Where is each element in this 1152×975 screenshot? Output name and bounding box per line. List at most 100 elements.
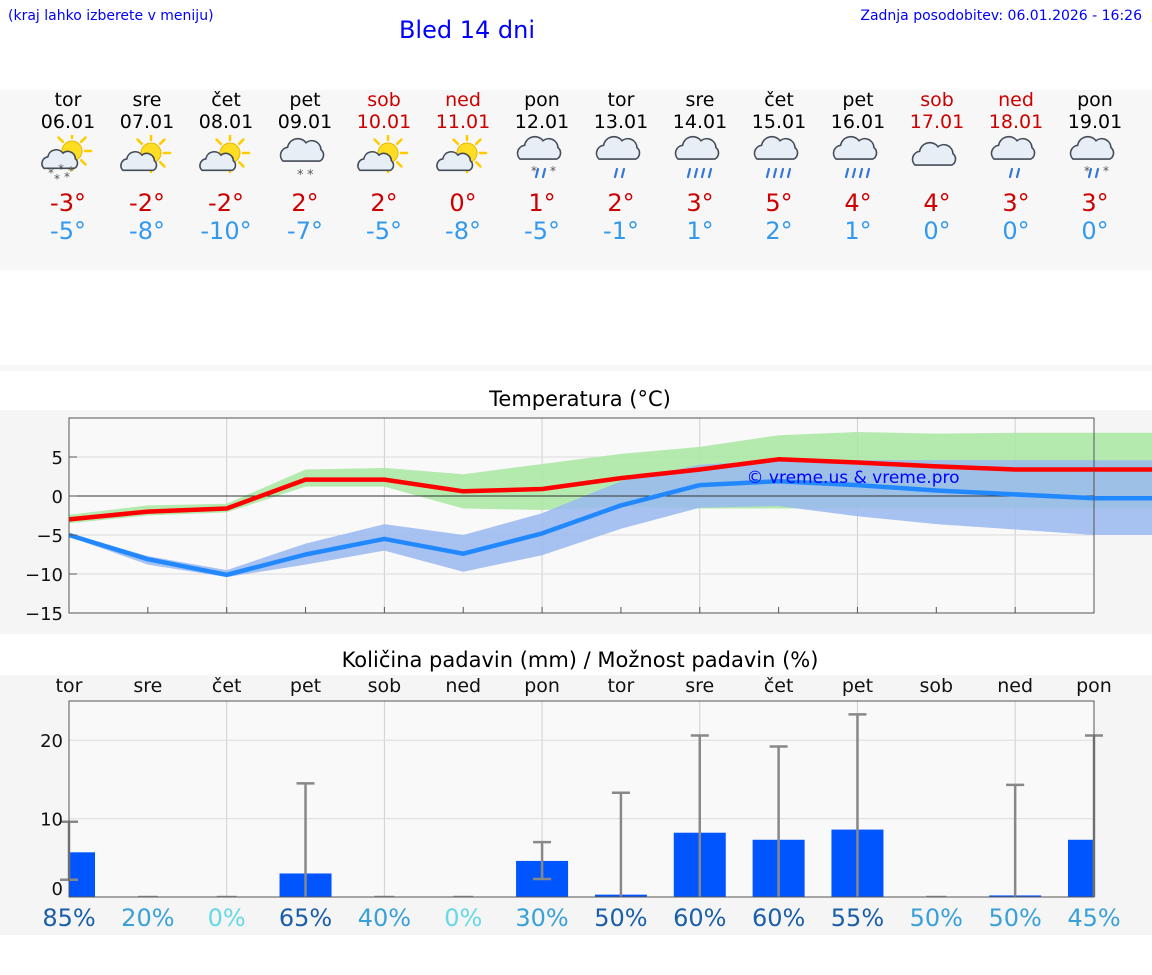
day-date: 10.01 <box>356 111 412 133</box>
cloud-rain-icon <box>595 135 641 179</box>
page-title: Bled 14 dni <box>398 16 536 44</box>
cloud-shape <box>595 135 641 160</box>
y-tick-label: −5 <box>36 526 63 547</box>
day-column: pet 16.01 4° 1° <box>818 89 898 246</box>
cloud-heavy-rain-icon <box>753 135 799 179</box>
cloud-rain-icon <box>990 135 1036 179</box>
day-name: pon <box>1077 89 1113 111</box>
cloud-shape <box>199 151 237 172</box>
rain-drops <box>765 167 792 179</box>
error-bar <box>296 782 315 897</box>
rain-drop <box>844 167 850 179</box>
day-name: čet <box>764 89 794 111</box>
temp-max: -3° <box>50 189 86 217</box>
snowflake: * <box>64 170 70 184</box>
error-bar <box>848 713 867 897</box>
category-label: sre <box>685 675 714 697</box>
precip-probability: 45% <box>1067 904 1120 932</box>
temp-max: 3° <box>686 189 714 217</box>
sun-ray <box>237 138 245 146</box>
day-name: čet <box>211 89 241 111</box>
snowflake: * <box>531 164 537 178</box>
cloud-snow-icon: * * <box>279 137 325 183</box>
temperature-chart: 5 0 −5 −10 −15 © vreme.us & vreme.pro <box>25 417 1152 625</box>
category-label: tor <box>607 675 634 697</box>
temp-max: 4° <box>923 189 951 217</box>
day-date: 07.01 <box>119 111 175 133</box>
category-label: ned <box>445 675 481 697</box>
temp-max: 2° <box>607 189 635 217</box>
day-column: sre 14.01 3° 1° <box>660 90 740 246</box>
precipitation-chart: tor sre čet pet sob ned pon tor sre čet pet sob ned p… <box>40 675 1121 932</box>
sun-ray <box>452 138 460 146</box>
snowflake: * <box>550 164 556 178</box>
temp-min: -7° <box>287 217 323 245</box>
day-name: ned <box>445 89 481 111</box>
temp-min: 1° <box>686 217 714 245</box>
rain-drop <box>786 167 792 179</box>
day-date: 08.01 <box>198 111 254 133</box>
y-tick-label: 5 <box>52 448 63 469</box>
y-tick-label: 10 <box>40 810 63 831</box>
day-column: čet 08.01 -2° -10° <box>186 89 266 246</box>
cloud-rain-icon <box>595 135 641 179</box>
precip-probability: 20% <box>121 904 174 932</box>
rain-drop <box>1015 167 1021 179</box>
location-hint[interactable]: (kraj lahko izberete v meniju) <box>8 8 214 24</box>
category-label: sob <box>368 675 402 697</box>
rain-drops <box>1008 167 1021 179</box>
cloud-heavy-rain-icon <box>832 135 878 179</box>
sun-cloud-icon <box>199 135 251 174</box>
day-column: sob 17.01 4° 0° <box>897 90 977 246</box>
sun-ray <box>158 138 166 146</box>
sun-cloud-snow-icon: * * ** * <box>41 135 93 186</box>
cloud-sleet-icon: * * <box>516 135 562 179</box>
cloud-snow-icon: * * <box>279 137 325 183</box>
cloud-shape <box>279 137 325 162</box>
day-date: 14.01 <box>672 111 728 133</box>
error-bar <box>1006 783 1025 897</box>
cloud-icon <box>911 141 957 166</box>
day-name: pet <box>842 89 874 111</box>
rain-drop <box>534 167 540 179</box>
sun-ray <box>136 138 144 146</box>
rain-drop <box>765 167 771 179</box>
y-tick-label: 0 <box>52 879 63 900</box>
y-tick-label: −10 <box>25 565 63 586</box>
cloud-heavy-rain-icon <box>674 135 720 179</box>
day-name: tor <box>607 89 635 111</box>
cloud-shape <box>674 135 720 160</box>
precip-probability: 60% <box>752 904 805 932</box>
temp-max: 1° <box>528 189 556 217</box>
plot-frame <box>68 417 1095 614</box>
forecast-band <box>0 90 1152 270</box>
plot-frame <box>68 700 1095 898</box>
day-column: ned 11.01 0° -8° <box>423 89 503 246</box>
day-column: ned 18.01 3° 0° <box>976 89 1056 246</box>
rain-drop <box>1094 167 1100 179</box>
sun-ray <box>79 158 87 166</box>
day-name: ned <box>998 89 1034 111</box>
temp-max: 2° <box>370 189 398 217</box>
sun-ray <box>237 160 245 168</box>
day-date: 06.01 <box>40 111 96 133</box>
precip-bar <box>1068 839 1094 897</box>
sun-cloud-icon <box>199 135 251 174</box>
category-label: čet <box>764 675 794 697</box>
temp-min: -5° <box>524 217 560 245</box>
cloud-shape <box>990 135 1036 160</box>
temp-max: 3° <box>1002 189 1030 217</box>
rain-drop <box>693 167 699 179</box>
temp-min: -1° <box>603 217 639 245</box>
cloud-shape <box>753 135 799 160</box>
day-name: pon <box>524 89 560 111</box>
sun-ray <box>474 160 482 168</box>
max-temperature-line <box>68 457 1152 522</box>
rain-drop <box>1008 167 1014 179</box>
day-column: tor 13.01 2° -1° <box>581 89 661 246</box>
day-date: 12.01 <box>514 111 570 133</box>
temp-min: -8° <box>445 217 481 245</box>
temp-max: -2° <box>129 189 165 217</box>
precip-probability: 0% <box>444 904 482 932</box>
cloud-sleet-icon: * * <box>516 135 562 179</box>
